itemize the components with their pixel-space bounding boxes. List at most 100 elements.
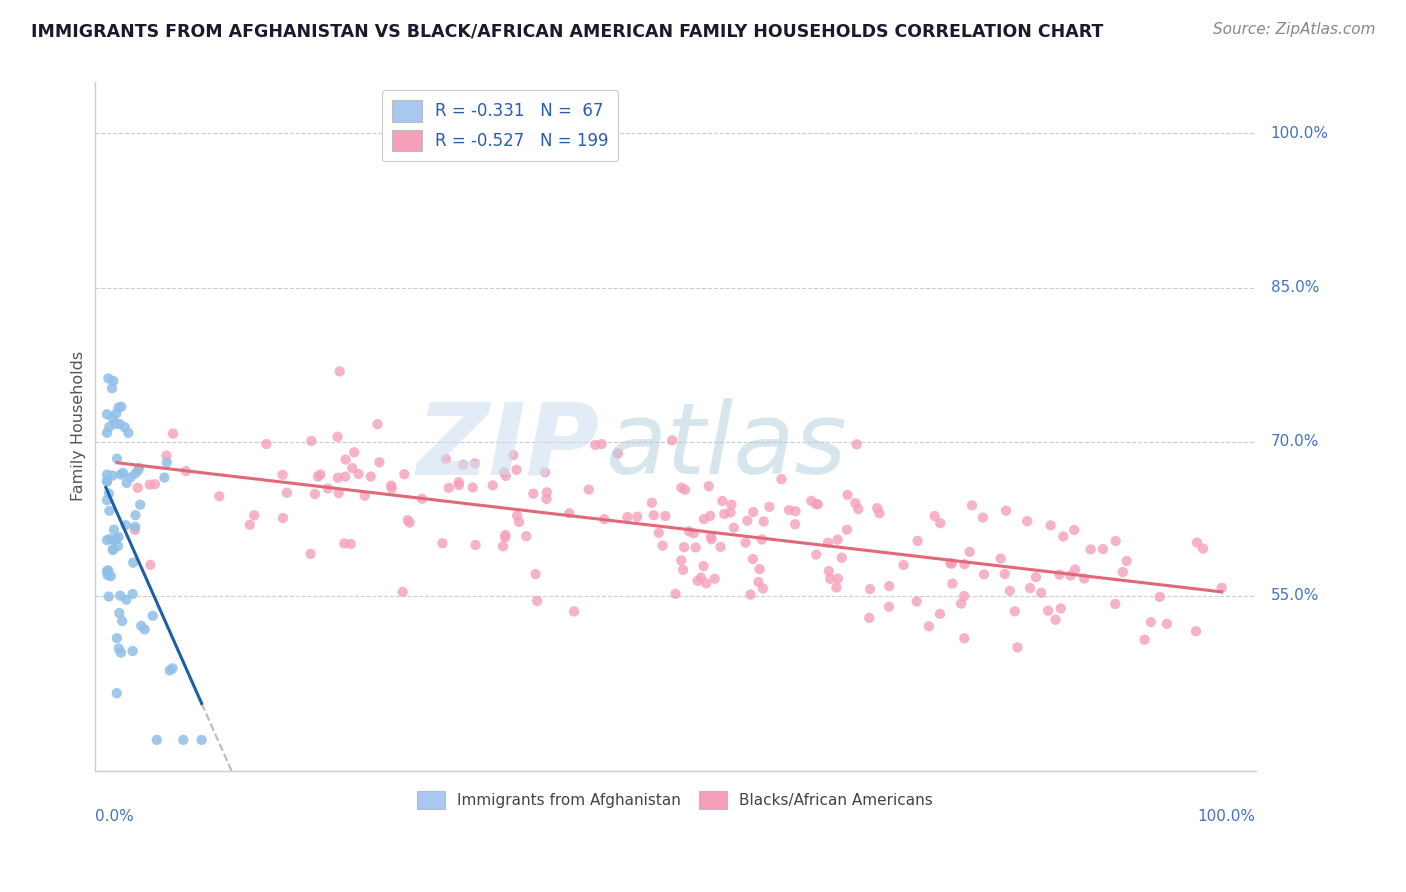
Point (929, 516, 952, 531)
Point (103, 533, 125, 547)
Point (846, 502, 869, 516)
Point (107, 641, 129, 656)
Point (1149, 590, 1171, 604)
Point (309, 467, 332, 482)
Text: ZIP: ZIP (416, 399, 599, 495)
Point (328, 486, 350, 500)
Point (304, 487, 326, 501)
Point (1080, 542, 1102, 557)
Point (107, 401, 129, 415)
Point (1007, 640, 1029, 655)
Point (672, 563, 695, 577)
Point (831, 550, 853, 565)
Text: IMMIGRANTS FROM AFGHANISTAN VS BLACK/AFRICAN AMERICAN FAMILY HOUSEHOLDS CORRELAT: IMMIGRANTS FROM AFGHANISTAN VS BLACK/AFR… (31, 22, 1104, 40)
Point (299, 547, 322, 561)
Point (877, 599, 900, 614)
Point (360, 469, 382, 483)
Point (127, 481, 149, 495)
Point (333, 469, 356, 483)
Point (172, 732, 194, 747)
Point (844, 496, 866, 510)
Point (108, 589, 131, 603)
Point (1105, 533, 1128, 548)
Point (326, 430, 349, 444)
Point (907, 533, 929, 548)
Point (1104, 597, 1126, 611)
Point (893, 558, 915, 572)
Point (107, 539, 129, 553)
Point (98, 504, 121, 518)
Point (713, 507, 735, 521)
Point (959, 545, 981, 559)
Point (1140, 615, 1163, 629)
Point (299, 434, 322, 448)
Point (347, 467, 370, 481)
Point (1115, 554, 1137, 568)
Point (693, 512, 716, 526)
Point (96, 533, 118, 548)
Point (391, 584, 413, 599)
Point (243, 508, 266, 523)
Point (411, 491, 433, 506)
Point (447, 475, 470, 490)
Point (1036, 604, 1059, 618)
Text: Source: ZipAtlas.com: Source: ZipAtlas.com (1212, 22, 1375, 37)
Point (316, 482, 339, 496)
Point (326, 471, 349, 485)
Point (664, 587, 686, 601)
Point (616, 510, 638, 524)
Point (103, 523, 125, 537)
Text: 0.0%: 0.0% (94, 808, 134, 823)
Point (129, 619, 152, 633)
Point (1052, 529, 1074, 543)
Point (820, 572, 842, 586)
Point (953, 589, 976, 603)
Point (134, 623, 156, 637)
Point (778, 503, 800, 517)
Point (110, 467, 132, 482)
Point (366, 417, 388, 432)
Point (506, 508, 529, 523)
Point (208, 489, 231, 503)
Point (994, 566, 1017, 581)
Point (502, 448, 524, 462)
Point (276, 485, 298, 500)
Point (607, 446, 630, 460)
Point (877, 579, 900, 593)
Point (941, 557, 963, 571)
Point (1073, 572, 1095, 586)
Point (101, 542, 124, 557)
Point (866, 501, 889, 516)
Point (105, 631, 128, 645)
Point (534, 465, 557, 479)
Point (155, 449, 177, 463)
Point (641, 496, 664, 510)
Point (1031, 586, 1053, 600)
Point (464, 456, 486, 470)
Point (929, 607, 952, 621)
Point (1049, 601, 1071, 615)
Point (626, 509, 648, 524)
Point (138, 477, 160, 491)
Point (494, 531, 516, 545)
Point (817, 536, 839, 550)
Point (451, 458, 474, 472)
Point (939, 557, 962, 571)
Point (432, 536, 454, 550)
Point (515, 529, 537, 543)
Point (686, 574, 709, 588)
Point (101, 381, 124, 395)
Point (673, 540, 696, 554)
Point (505, 463, 527, 477)
Text: 70.0%: 70.0% (1271, 434, 1319, 450)
Point (115, 592, 138, 607)
Point (751, 533, 773, 547)
Point (742, 505, 765, 519)
Point (97, 590, 120, 604)
Point (156, 456, 179, 470)
Point (139, 558, 162, 572)
Point (129, 498, 152, 512)
Point (697, 479, 720, 493)
Point (508, 515, 530, 529)
Point (342, 461, 364, 475)
